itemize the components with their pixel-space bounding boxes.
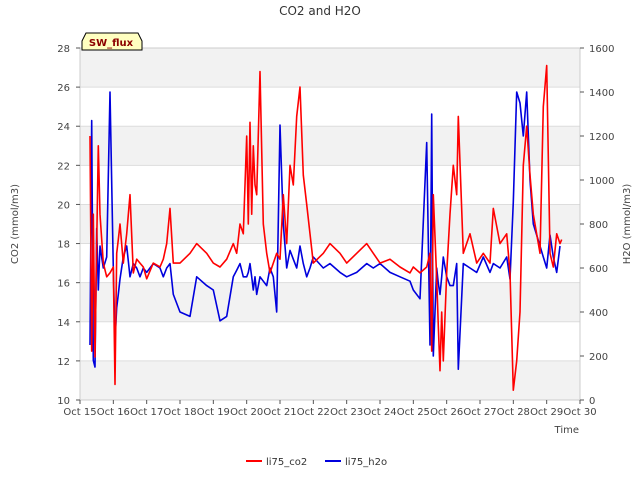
x-tick-label: Oct 18 [163, 407, 196, 418]
x-tick-label: Oct 28 [497, 407, 530, 418]
y-tick-label-right: 0 [589, 396, 595, 407]
y-tick-label-right: 200 [589, 352, 608, 363]
x-tick-label: Oct 17 [130, 407, 163, 418]
y-tick-label-right: 1600 [589, 44, 614, 55]
chart-title: CO2 and H2O [279, 4, 361, 18]
x-tick-label: Oct 24 [363, 407, 396, 418]
legend-label-co2: li75_co2 [266, 457, 307, 468]
y-tick-label-right: 800 [589, 220, 608, 231]
y-tick-label-left: 24 [57, 122, 70, 133]
site-label-box: SW_flux [81, 32, 143, 51]
y-tick-label-right: 400 [589, 308, 608, 319]
series-line-li75_co2 [89, 64, 563, 391]
series-line-li75_h2o [89, 91, 561, 370]
x-tick-label: Oct 27 [463, 407, 496, 418]
legend: li75_co2 li75_h2o [246, 457, 387, 468]
x-tick-label: Oct 15 [63, 407, 96, 418]
x-tick-label: Oct 25 [397, 407, 430, 418]
y-tick-label-right: 1400 [589, 88, 614, 99]
x-tick-label: Oct 16 [97, 407, 130, 418]
x-tick-label: Oct 21 [263, 407, 296, 418]
y-tick-label-right: 1000 [589, 176, 614, 187]
site-label: SW_flux [89, 38, 134, 49]
grid-band [80, 126, 580, 166]
x-tick-label: Oct 19 [197, 407, 230, 418]
y-tick-label-right: 1200 [589, 132, 614, 143]
y-tick-label-right: 600 [589, 264, 608, 275]
y-tick-label-left: 28 [57, 44, 70, 55]
y-tick-label-left: 14 [57, 318, 70, 329]
grid-band [80, 282, 580, 322]
series-lines [89, 64, 563, 391]
y-tick-label-left: 22 [57, 161, 70, 172]
y-axis-label-right: H2O (mmol/m3) [622, 184, 633, 265]
y-tick-label-left: 20 [57, 200, 70, 211]
y-tick-label-left: 16 [57, 279, 70, 290]
site-label-background [81, 32, 143, 51]
x-tick-label: Oct 23 [330, 407, 363, 418]
grid-band [80, 360, 580, 400]
y-tick-label-left: 18 [57, 240, 70, 251]
axis-ticks: Oct 15 Oct 16 Oct 17 Oct 18 Oct 19 Oct 20 Oct … [57, 44, 614, 418]
x-tick-label: Oct 26 [430, 407, 463, 418]
x-tick-label: Oct 30 [563, 407, 596, 418]
y-tick-label-left: 26 [57, 83, 70, 94]
y-tick-label-left: 12 [57, 357, 70, 368]
x-axis-label: Time [554, 425, 579, 436]
grid-bands [80, 48, 580, 400]
y-axis-label-left: CO2 (mmol/m3) [10, 184, 21, 264]
y-tick-label-left: 10 [57, 396, 70, 407]
legend-label-h2o: li75_h2o [345, 457, 387, 468]
x-tick-label: Oct 29 [530, 407, 563, 418]
x-tick-label: Oct 20 [230, 407, 263, 418]
x-tick-label: Oct 22 [297, 407, 330, 418]
grid-band [80, 48, 580, 88]
